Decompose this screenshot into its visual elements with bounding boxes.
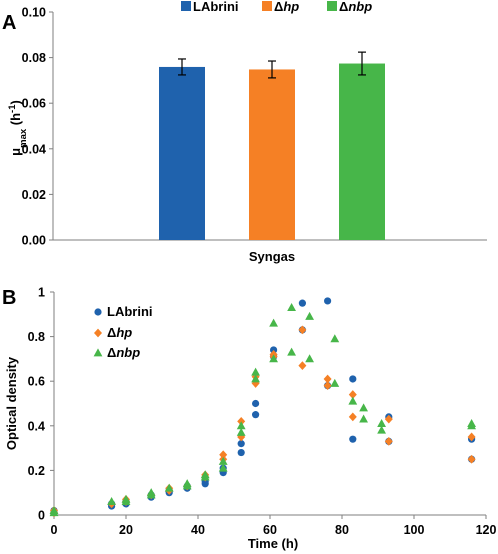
data-point-circle xyxy=(237,448,245,457)
x-tick-label: 80 xyxy=(335,523,349,537)
legend-label: LAbrini xyxy=(193,0,239,14)
data-point-triangle xyxy=(182,481,192,490)
panel-label-a: A xyxy=(2,12,16,34)
data-point-triangle xyxy=(218,456,228,465)
data-point-triangle xyxy=(359,403,368,412)
data-point-triangle xyxy=(305,311,314,320)
legend-label: Δnbp xyxy=(107,345,140,360)
y-tick-label: 0.06 xyxy=(22,97,46,111)
x-tick-label: 100 xyxy=(404,523,425,537)
y-tick-label: 0.6 xyxy=(28,375,45,389)
y-tick-label: 0.10 xyxy=(22,6,46,20)
y-tick-label: 0.04 xyxy=(22,142,46,156)
panel-label-b: B xyxy=(2,287,16,309)
legend-label: Δhp xyxy=(274,0,299,14)
legend-swatch xyxy=(262,1,272,11)
data-point-diamond xyxy=(219,450,228,460)
data-point-circle xyxy=(298,299,306,307)
data-point-diamond xyxy=(298,325,307,335)
y-tick-label: 0.2 xyxy=(28,464,45,478)
data-point-triangle xyxy=(218,463,228,472)
y-tick-label: 1 xyxy=(38,286,45,300)
data-point-triangle xyxy=(359,414,368,423)
data-point-circle xyxy=(324,297,332,305)
data-point-diamond xyxy=(323,374,332,384)
data-point-diamond xyxy=(384,437,393,446)
data-point-triangle xyxy=(49,508,59,517)
x-tick-label: 20 xyxy=(119,523,133,537)
data-point-triangle xyxy=(251,374,260,383)
data-point-diamond xyxy=(323,381,332,391)
data-point-triangle xyxy=(251,367,260,376)
data-point-triangle xyxy=(236,427,246,436)
x-tick-label: 120 xyxy=(476,523,497,537)
data-point-triangle xyxy=(107,497,116,506)
data-point-triangle xyxy=(121,494,131,503)
data-point-triangle xyxy=(348,396,358,405)
scatter-chart-optical-density: 0 0.2 0.4 0.6 0.8 1 0 20 40 60 80 100 120 Time (h) Opt… xyxy=(4,286,496,552)
data-point-diamond xyxy=(467,454,476,464)
data-point-triangle xyxy=(467,421,476,430)
data-point-circle xyxy=(252,399,260,408)
bar-3 xyxy=(339,63,385,240)
data-point-circle xyxy=(349,435,357,443)
data-point-triangle xyxy=(287,347,296,356)
data-point-triangle xyxy=(377,418,386,427)
y-axis-label: μmax (h-1) xyxy=(7,100,29,156)
x-tick-label: 0 xyxy=(51,523,58,537)
bar-2 xyxy=(249,69,295,241)
x-tick-label: 40 xyxy=(191,523,205,537)
data-point-triangle xyxy=(330,334,340,343)
legend-marker xyxy=(94,328,102,338)
data-point-diamond xyxy=(348,390,357,399)
legend-marker xyxy=(94,308,102,316)
x-axis-label: Time (h) xyxy=(248,536,298,551)
x-axis-label: Syngas xyxy=(249,249,295,264)
legend-label: Δhp xyxy=(107,325,132,340)
data-point-circle xyxy=(349,375,357,383)
x-tick-label: 60 xyxy=(263,523,277,537)
legend-label: Δnbp xyxy=(339,0,372,14)
data-point-circle xyxy=(270,346,278,354)
data-point-circle xyxy=(201,480,209,488)
data-point-triangle xyxy=(377,425,386,434)
y-axis-label: Optical density xyxy=(4,356,19,450)
y-tick-label: 0 xyxy=(38,509,45,523)
data-point-diamond xyxy=(467,432,476,442)
data-point-diamond xyxy=(348,412,357,422)
data-point-circle xyxy=(237,440,245,448)
data-point-diamond xyxy=(298,361,307,370)
data-point-triangle xyxy=(305,354,314,363)
legend-marker xyxy=(93,348,103,357)
data-point-triangle xyxy=(330,378,340,387)
legend-swatch xyxy=(181,1,191,11)
data-point-triangle xyxy=(287,303,296,312)
data-point-triangle xyxy=(146,490,156,499)
data-point-diamond xyxy=(251,379,260,388)
bar-chart-growth-rate: 0.00 0.02 0.04 0.06 0.08 0.10 Syngas LAbrini Δhp… xyxy=(7,0,487,264)
data-point-triangle xyxy=(269,354,278,363)
y-tick-label: 0.08 xyxy=(22,51,46,65)
data-point-triangle xyxy=(164,483,174,492)
data-point-triangle xyxy=(269,318,278,327)
data-point-triangle xyxy=(236,421,246,430)
y-tick-label: 0.02 xyxy=(22,188,46,202)
data-point-circle xyxy=(252,411,260,419)
legend-label: LAbrini xyxy=(107,304,153,319)
y-tick-label: 0.4 xyxy=(28,419,45,433)
bar-1 xyxy=(159,66,205,240)
y-tick-label: 0.8 xyxy=(28,330,45,344)
data-point-diamond xyxy=(384,414,393,424)
legend-swatch xyxy=(327,1,337,11)
data-point-triangle xyxy=(200,472,210,481)
y-tick-label: 0.00 xyxy=(22,234,46,248)
